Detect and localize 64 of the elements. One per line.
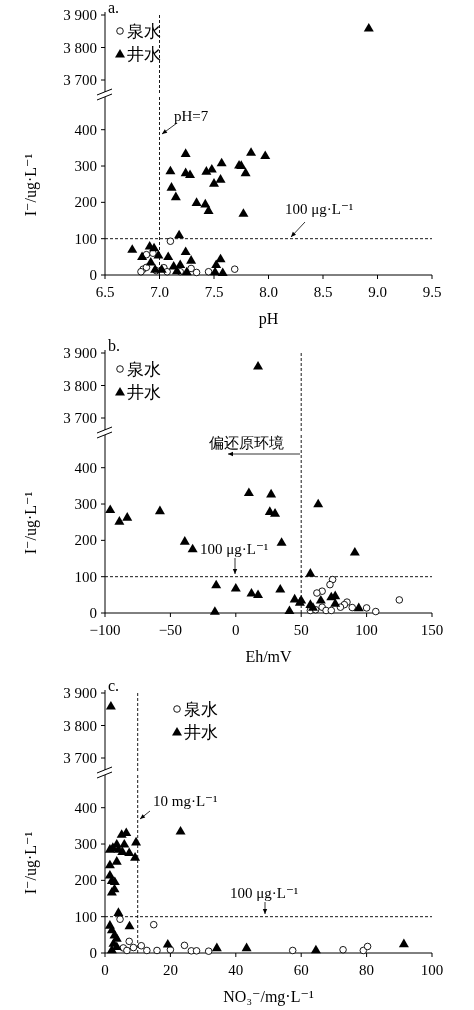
y-tick-label: 200: [74, 532, 97, 549]
x-tick-label: 50: [293, 622, 309, 638]
x-tick-label: 0: [232, 622, 240, 638]
y-tick-label: 300: [74, 836, 97, 853]
x-axis-title: NO₃⁻/mg·L⁻¹: [223, 988, 314, 1006]
x-tick-label: 7.0: [150, 284, 169, 300]
y-tick-label: 3 900: [63, 345, 97, 361]
x-tick-label: 80: [359, 962, 375, 978]
y-tick-label: 300: [74, 158, 97, 175]
y-tick-label: 3 700: [63, 750, 97, 766]
y-tick-label: 100: [74, 230, 97, 247]
y-tick-label: 3 900: [63, 7, 97, 23]
y-tick-label: 3 800: [63, 377, 97, 394]
y-tick-label: 0: [89, 605, 97, 621]
y-tick-label: 200: [74, 872, 97, 889]
y-axis-title: I⁻/ug·L⁻¹: [22, 831, 40, 895]
x-axis-title: pH: [258, 310, 279, 328]
y-tick-label: 100: [74, 908, 97, 925]
chart-title: a.: [108, 0, 120, 16]
legend-label: 泉水: [127, 22, 161, 41]
legend-label: 泉水: [184, 700, 218, 719]
legend-label: 井水: [184, 723, 218, 742]
x-tick-label: −100: [89, 622, 121, 638]
y-tick-label: 0: [89, 945, 97, 961]
y-tick-label: 0: [89, 267, 97, 283]
ref-line-label: 100 μg·L⁻¹: [200, 541, 269, 557]
x-tick-label: 9.0: [368, 284, 387, 300]
ref-line-label: 偏还原环境: [209, 435, 284, 451]
legend-label: 泉水: [127, 360, 161, 379]
x-tick-label: 0: [101, 962, 109, 978]
x-tick-label: 150: [420, 622, 444, 638]
x-tick-label: 40: [228, 962, 244, 978]
y-tick-label: 400: [74, 121, 97, 138]
legend-label: 井水: [127, 383, 161, 402]
chart-title: b.: [108, 337, 120, 354]
x-tick-label: 7.5: [204, 284, 224, 300]
y-tick-label: 400: [74, 799, 97, 816]
x-tick-label: 100: [355, 622, 378, 638]
x-tick-label: 6.5: [95, 284, 115, 300]
x-axis-title: Eh/mV: [245, 648, 293, 665]
x-tick-label: 60: [293, 962, 309, 978]
y-tick-label: 200: [74, 194, 97, 211]
ref-line-label: 10 mg·L⁻¹: [153, 793, 218, 809]
y-tick-label: 3 800: [63, 717, 97, 734]
y-tick-label: 3 900: [63, 685, 97, 701]
chart-title: c.: [108, 677, 120, 694]
x-tick-label: −50: [158, 622, 183, 638]
y-tick-label: 3 700: [63, 72, 97, 88]
x-tick-label: 8.0: [259, 284, 278, 300]
y-tick-label: 100: [74, 568, 97, 585]
y-tick-label: 3 700: [63, 410, 97, 426]
y-tick-label: 300: [74, 496, 97, 513]
x-tick-label: 8.5: [313, 284, 333, 300]
ref-line-label: pH=7: [174, 108, 209, 124]
x-tick-label: 9.5: [422, 284, 442, 300]
y-tick-label: 400: [74, 459, 97, 476]
y-axis-title: I⁻/ug·L⁻¹: [22, 491, 40, 555]
y-axis-title: I⁻/ug·L⁻¹: [22, 153, 40, 217]
x-tick-label: 20: [162, 962, 178, 978]
legend-label: 井水: [127, 45, 161, 64]
x-tick-label: 100: [420, 962, 444, 978]
ref-line-label: 100 μg·L⁻¹: [285, 201, 354, 217]
ref-line-label: 100 μg·L⁻¹: [230, 885, 299, 901]
y-tick-label: 3 800: [63, 39, 97, 56]
